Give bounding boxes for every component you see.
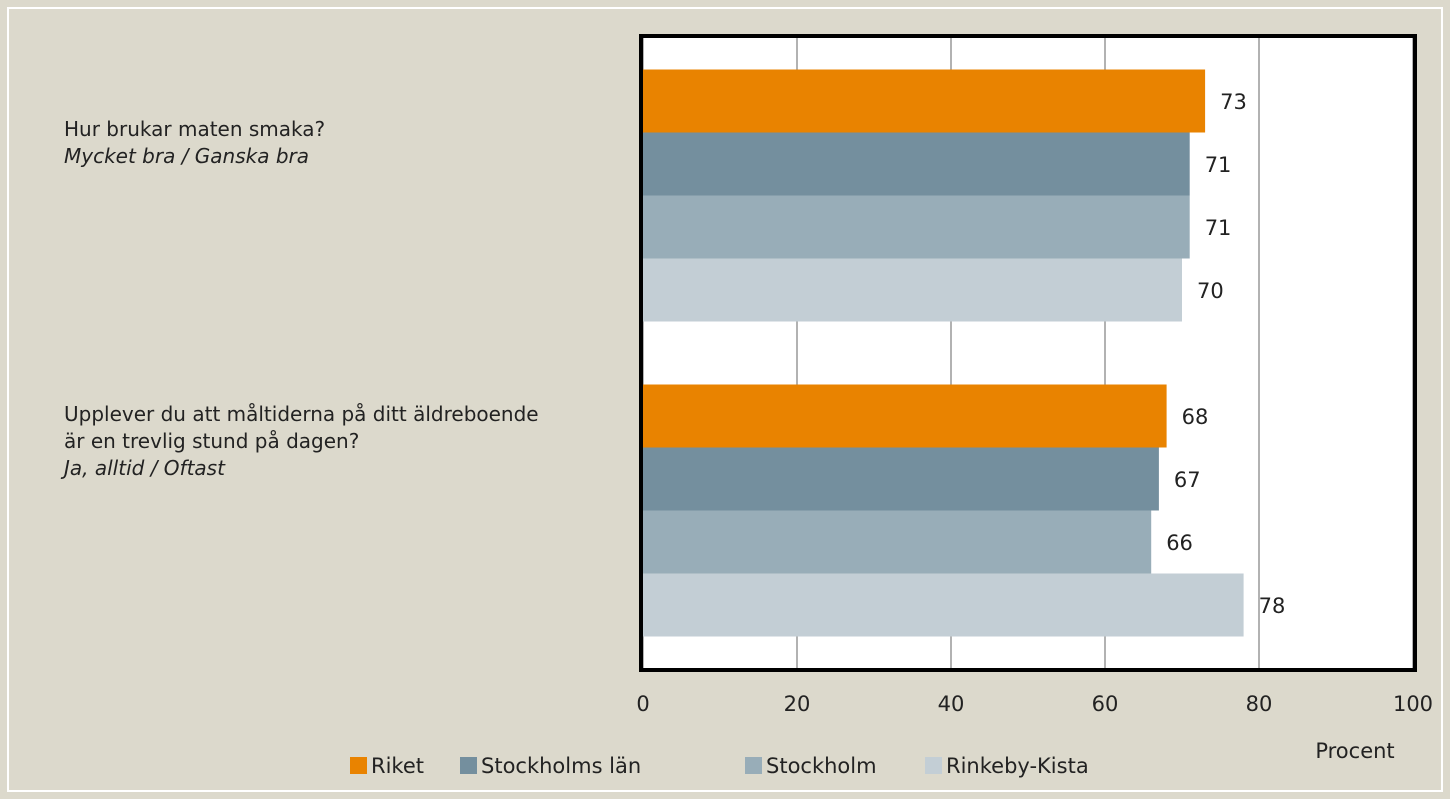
x-axis-label: Procent xyxy=(1315,739,1394,763)
bar xyxy=(643,447,1159,511)
bar xyxy=(643,510,1152,574)
legend-label: Stockholms län xyxy=(481,754,641,778)
x-tick-label: 100 xyxy=(1393,692,1433,716)
frame xyxy=(7,7,1443,792)
legend-swatch xyxy=(745,757,762,774)
data-label: 71 xyxy=(1205,216,1232,240)
legend-swatch xyxy=(350,757,367,774)
legend-swatch xyxy=(925,757,942,774)
data-label: 66 xyxy=(1166,531,1193,555)
bar xyxy=(643,573,1244,637)
data-label: 71 xyxy=(1205,153,1232,177)
bar xyxy=(643,132,1190,196)
x-tick-label: 40 xyxy=(938,692,965,716)
bar xyxy=(643,69,1206,133)
x-tick-label: 80 xyxy=(1246,692,1273,716)
category-note: Mycket bra / Ganska bra xyxy=(64,144,310,168)
legend-label: Riket xyxy=(371,754,424,778)
category-label: Upplever du att måltiderna på ditt äldre… xyxy=(64,401,554,482)
category-question: Hur brukar maten smaka? xyxy=(64,117,326,141)
bar xyxy=(643,384,1167,448)
bar xyxy=(643,258,1182,322)
legend-label: Rinkeby-Kista xyxy=(946,754,1089,778)
category-note: Ja, alltid / Oftast xyxy=(64,456,225,480)
data-label: 68 xyxy=(1182,405,1209,429)
data-label: 67 xyxy=(1174,468,1201,492)
data-label: 70 xyxy=(1197,279,1224,303)
data-label: 73 xyxy=(1220,90,1247,114)
category-label: Hur brukar maten smaka? Mycket bra / Gans… xyxy=(64,116,564,170)
category-question: Upplever du att måltiderna på ditt äldre… xyxy=(64,402,539,453)
legend-label: Stockholm xyxy=(766,754,877,778)
data-label: 78 xyxy=(1259,594,1286,618)
x-tick-label: 0 xyxy=(636,692,649,716)
legend-swatch xyxy=(460,757,477,774)
bar xyxy=(643,195,1190,259)
plot-border xyxy=(639,34,1417,672)
x-tick-label: 60 xyxy=(1092,692,1119,716)
x-tick-label: 20 xyxy=(784,692,811,716)
